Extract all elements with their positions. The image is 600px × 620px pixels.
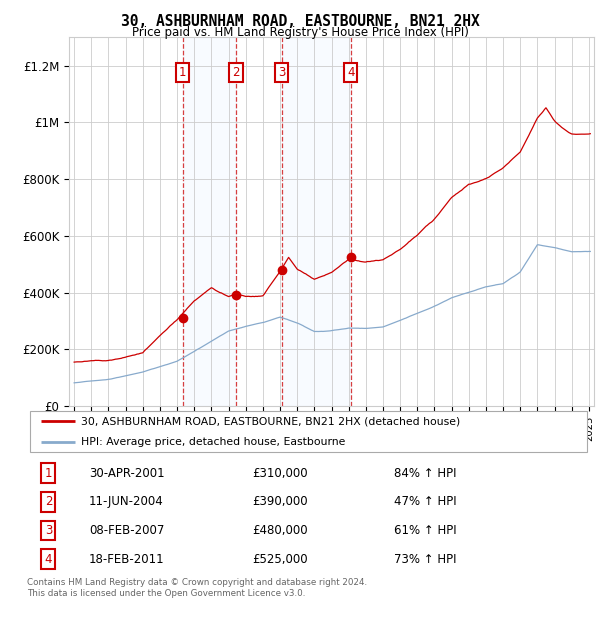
Text: 3: 3 xyxy=(278,66,286,79)
Text: 2: 2 xyxy=(44,495,52,508)
Text: Contains HM Land Registry data © Crown copyright and database right 2024.: Contains HM Land Registry data © Crown c… xyxy=(27,578,367,587)
Text: £390,000: £390,000 xyxy=(253,495,308,508)
Text: 30, ASHBURNHAM ROAD, EASTBOURNE, BN21 2HX (detached house): 30, ASHBURNHAM ROAD, EASTBOURNE, BN21 2H… xyxy=(80,416,460,427)
Text: 08-FEB-2007: 08-FEB-2007 xyxy=(89,524,164,537)
Bar xyxy=(282,37,351,406)
Text: 30, ASHBURNHAM ROAD, EASTBOURNE, BN21 2HX: 30, ASHBURNHAM ROAD, EASTBOURNE, BN21 2H… xyxy=(121,14,479,29)
Text: 11-JUN-2004: 11-JUN-2004 xyxy=(89,495,164,508)
Text: 30-APR-2001: 30-APR-2001 xyxy=(89,467,164,480)
Bar xyxy=(183,37,236,406)
Text: 3: 3 xyxy=(45,524,52,537)
Text: 4: 4 xyxy=(347,66,355,79)
FancyBboxPatch shape xyxy=(30,411,587,452)
Text: 18-FEB-2011: 18-FEB-2011 xyxy=(89,552,164,565)
Text: £310,000: £310,000 xyxy=(253,467,308,480)
Text: Price paid vs. HM Land Registry's House Price Index (HPI): Price paid vs. HM Land Registry's House … xyxy=(131,26,469,39)
Text: 1: 1 xyxy=(44,467,52,480)
Text: HPI: Average price, detached house, Eastbourne: HPI: Average price, detached house, East… xyxy=(80,436,345,447)
Text: 4: 4 xyxy=(44,552,52,565)
Text: £525,000: £525,000 xyxy=(253,552,308,565)
Text: £480,000: £480,000 xyxy=(253,524,308,537)
Text: 73% ↑ HPI: 73% ↑ HPI xyxy=(394,552,456,565)
Text: 47% ↑ HPI: 47% ↑ HPI xyxy=(394,495,456,508)
Text: 2: 2 xyxy=(232,66,240,79)
Text: 1: 1 xyxy=(179,66,187,79)
Text: This data is licensed under the Open Government Licence v3.0.: This data is licensed under the Open Gov… xyxy=(27,589,305,598)
Text: 84% ↑ HPI: 84% ↑ HPI xyxy=(394,467,456,480)
Text: 61% ↑ HPI: 61% ↑ HPI xyxy=(394,524,456,537)
